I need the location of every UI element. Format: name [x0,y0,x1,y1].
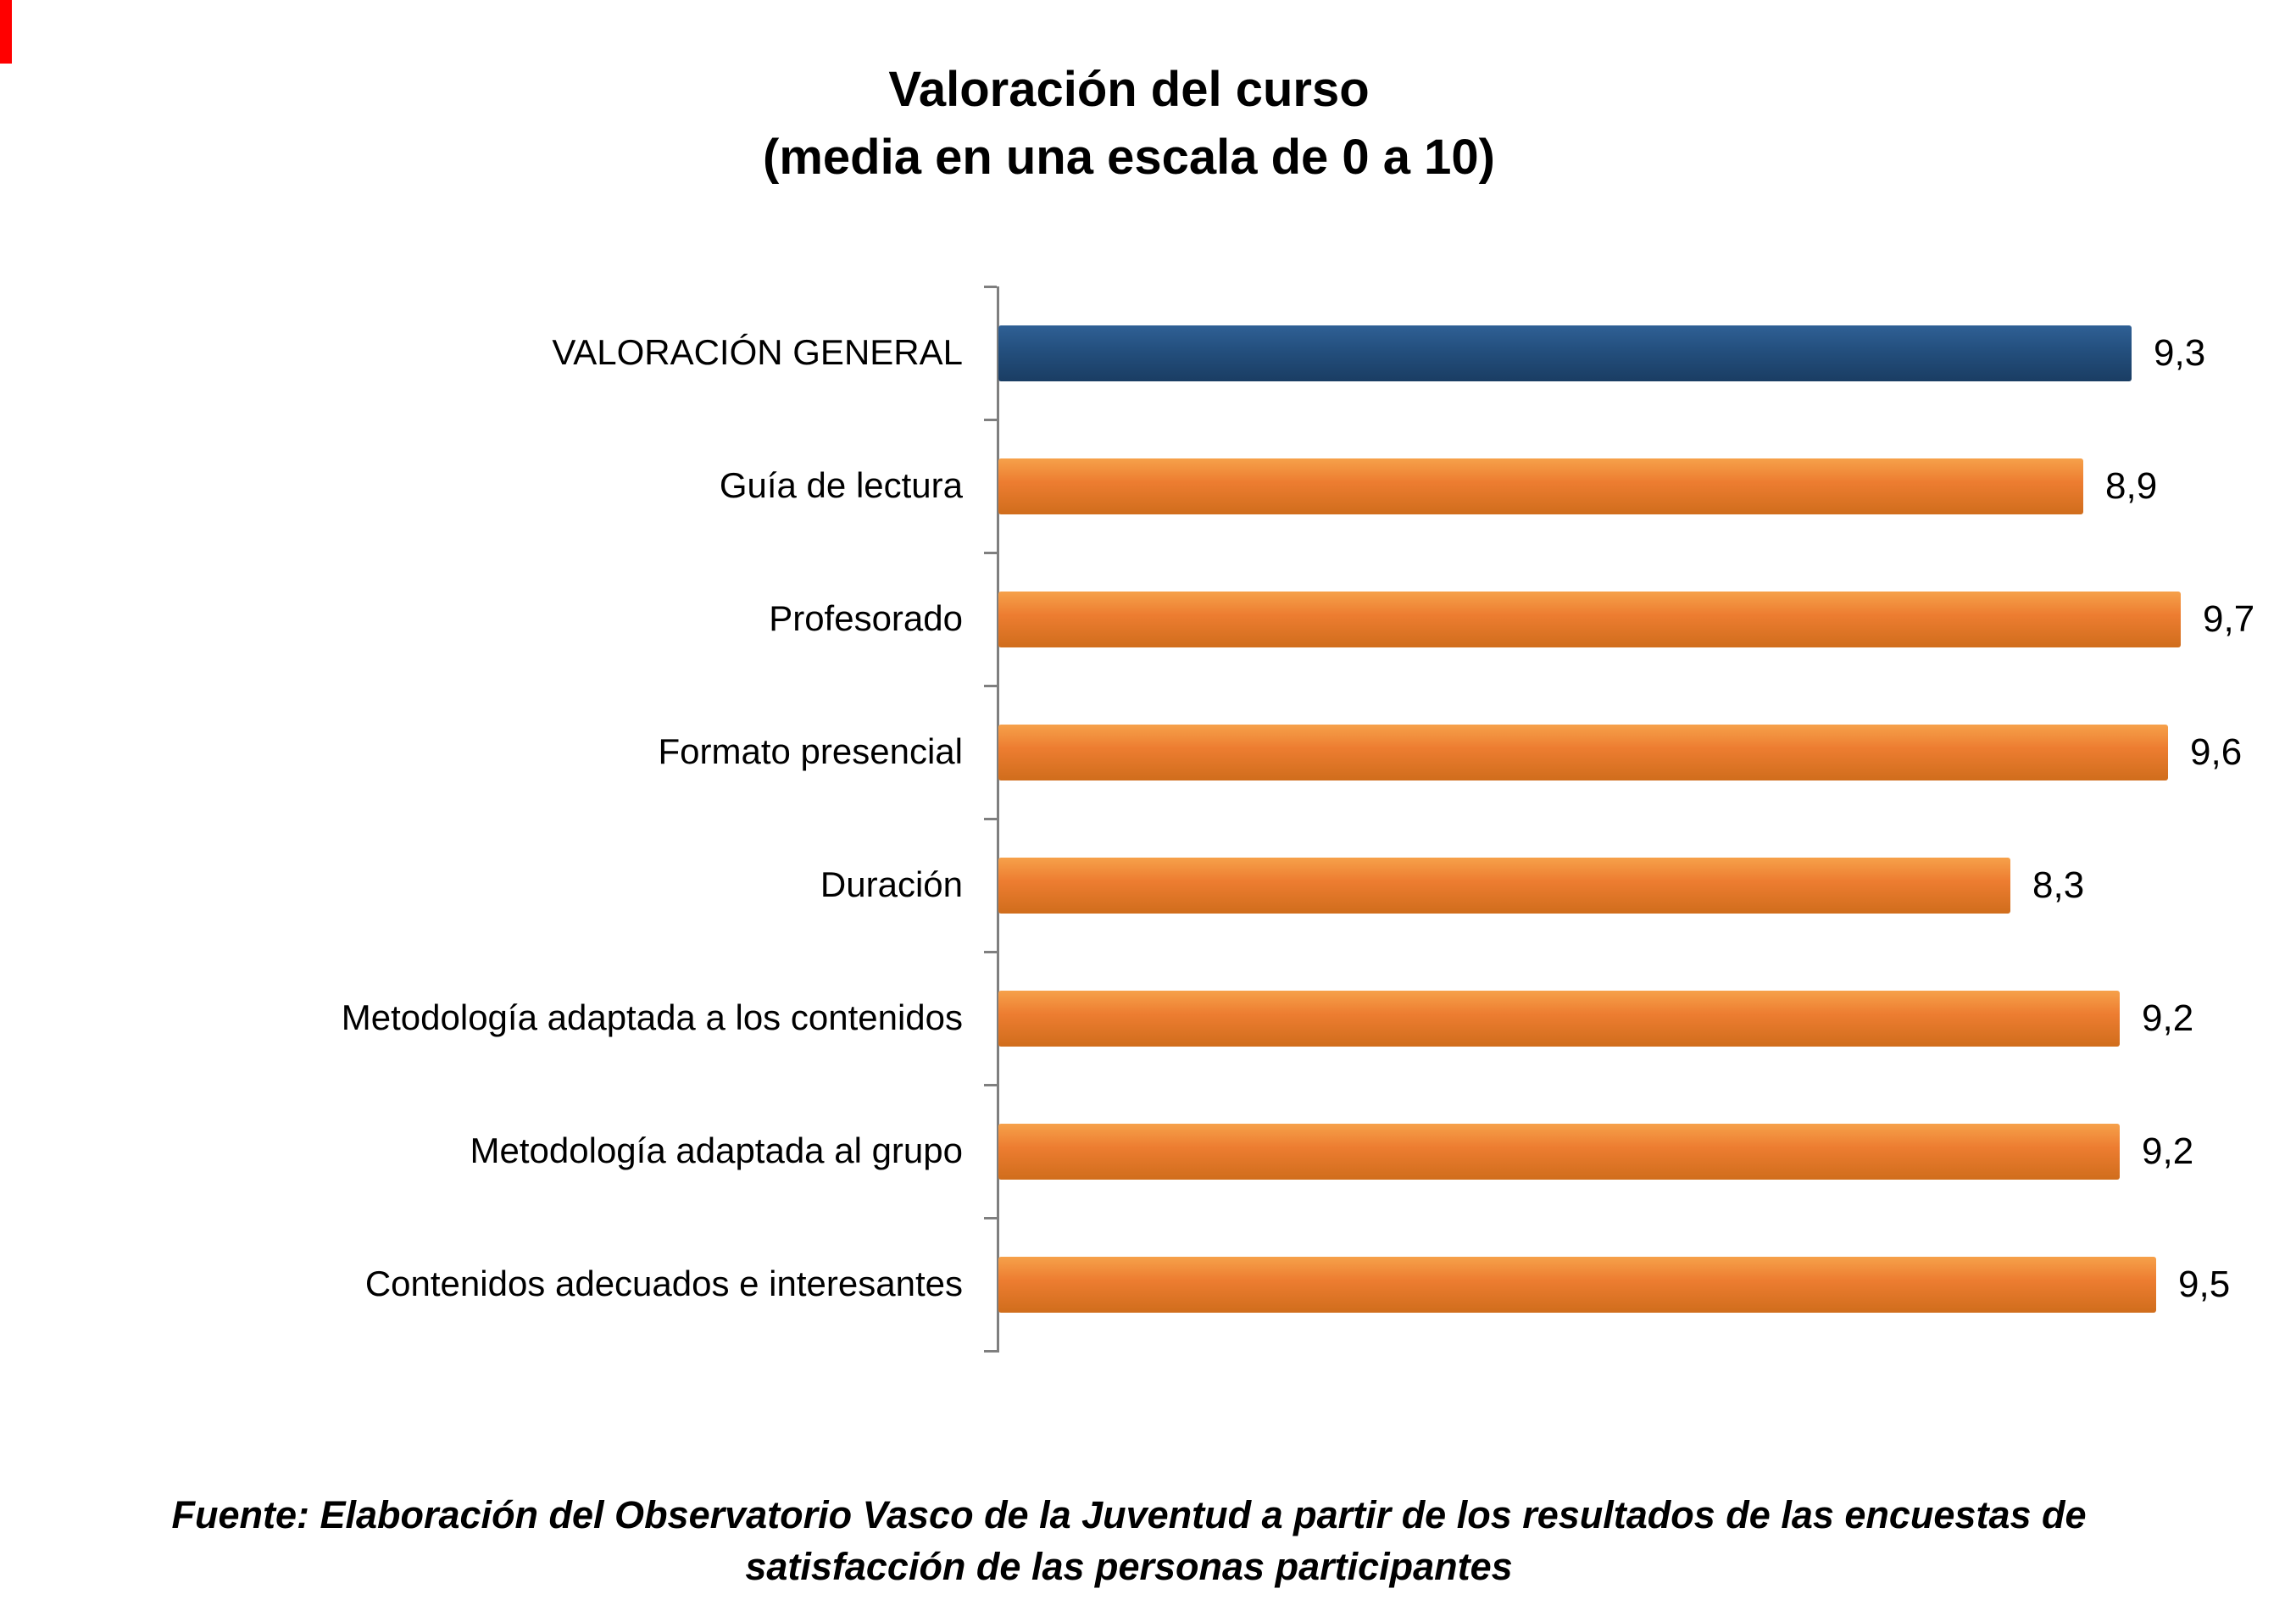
bar [998,724,2168,780]
bar-area: 9,5 [998,1256,2231,1313]
red-corner-mark [0,0,12,64]
category-label: Duración [820,864,963,905]
axis-tick [984,951,997,953]
bar-area: 9,2 [998,990,2194,1047]
bar-row: Metodología adaptada a los contenidos 9,2 [0,952,2296,1085]
bar-row: Metodología adaptada al grupo 9,2 [0,1085,2296,1218]
category-label: Formato presencial [658,731,963,772]
axis-tick [984,1350,997,1353]
bar-row: Profesorado 9,7 [0,553,2296,686]
value-label: 8,9 [2105,464,2158,507]
category-label: Metodología adaptada al grupo [470,1130,963,1171]
bar [998,1256,2156,1313]
axis-tick [984,286,997,288]
bar [998,591,2181,647]
bar-row: Guía de lectura 8,9 [0,419,2296,553]
bar [998,458,2083,514]
axis-tick [984,552,997,554]
chart-title-line2: (media en una escala de 0 a 10) [763,130,1495,186]
bar-area: 8,3 [998,857,2085,914]
axis-tick [984,818,997,820]
bar-chart-rows: VALORACIÓN GENERAL 9,3 Guía de lectura 8,9 P… [0,286,2296,1351]
value-label: 9,2 [2142,997,2194,1039]
bar-row: Duración 8,3 [0,819,2296,952]
category-label: Contenidos adecuados e interesantes [364,1264,963,1304]
category-label: VALORACIÓN GENERAL [552,332,963,373]
bar [998,1123,2120,1180]
source-note-line2: satisfacción de las personas participant… [745,1544,1513,1588]
source-note: Fuente: Elaboración del Observatorio Vas… [0,1490,2258,1593]
value-label: 9,5 [2178,1263,2231,1305]
axis-tick [984,1084,997,1086]
axis-tick [984,685,997,687]
chart-title-line1: Valoración del curso [888,62,1370,117]
bar [998,325,2132,381]
bar [998,990,2120,1047]
bar [998,857,2010,914]
source-note-line1: Fuente: Elaboración del Observatorio Vas… [171,1493,2087,1536]
value-label: 8,3 [2032,864,2085,906]
category-label: Metodología adaptada a los contenidos [341,997,963,1038]
category-label: Profesorado [769,598,963,639]
bar-area: 9,3 [998,325,2205,381]
bar-area: 9,7 [998,591,2255,647]
axis-tick [984,419,997,421]
value-label: 9,2 [2142,1130,2194,1172]
bar-row: Contenidos adecuados e interesantes 9,5 [0,1218,2296,1351]
value-label: 9,7 [2203,597,2255,640]
bar-area: 9,6 [998,724,2243,780]
bar-row: Formato presencial 9,6 [0,686,2296,819]
axis-tick [984,1217,997,1219]
y-axis-line [997,286,999,1353]
chart-title: Valoración del curso (media en una escal… [0,56,2258,192]
bar-area: 8,9 [998,458,2157,514]
bar-row: VALORACIÓN GENERAL 9,3 [0,286,2296,419]
value-label: 9,6 [2190,730,2243,773]
category-label: Guía de lectura [719,465,963,506]
bar-area: 9,2 [998,1123,2194,1180]
value-label: 9,3 [2154,331,2206,374]
